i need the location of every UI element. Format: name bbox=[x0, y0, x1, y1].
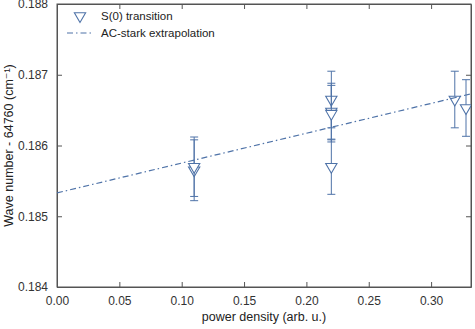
tick-label: 0.20 bbox=[295, 294, 319, 308]
error-cap bbox=[190, 196, 198, 197]
tick bbox=[244, 4, 245, 9]
tick-label: 0.10 bbox=[171, 294, 195, 308]
tick-mark bbox=[57, 75, 62, 76]
tick bbox=[119, 4, 120, 9]
x-axis: 0.00 0.05 0.10 0.15 0.20 0.25 0.30 bbox=[46, 282, 472, 308]
tick-mark bbox=[431, 282, 432, 287]
y-axis-title: Wave number - 64760 (cm⁻¹) bbox=[2, 64, 16, 226]
tick bbox=[466, 75, 471, 76]
tick: 0.187 bbox=[18, 68, 62, 82]
tick: 0.10 bbox=[171, 282, 195, 308]
tick-mark bbox=[466, 146, 471, 147]
tick: 0.184 bbox=[18, 280, 62, 294]
point bbox=[460, 105, 471, 115]
tick-mark bbox=[369, 4, 370, 9]
tick-mark bbox=[182, 4, 183, 9]
tick-label: 0.25 bbox=[358, 294, 382, 308]
line bbox=[57, 94, 471, 193]
tick-mark bbox=[119, 4, 120, 9]
error-cap bbox=[327, 85, 335, 86]
tick: 0.20 bbox=[295, 282, 319, 308]
error-cap bbox=[190, 200, 198, 201]
tick-label: 0.00 bbox=[46, 294, 70, 308]
tick-label: 0.184 bbox=[18, 280, 48, 294]
y-axis: 0.184 0.185 0.186 0.187 0.188 bbox=[18, 0, 62, 294]
tick: 0.186 bbox=[18, 139, 62, 153]
tick-mark bbox=[466, 75, 471, 76]
error-cap bbox=[327, 139, 335, 140]
tick bbox=[182, 4, 183, 9]
legend: S(0) transition AC-stark extrapolation bbox=[67, 10, 215, 39]
marks bbox=[57, 71, 471, 200]
legend-marker bbox=[74, 13, 85, 23]
tick: 0.15 bbox=[233, 282, 257, 308]
tick-mark bbox=[466, 216, 471, 217]
legend-entry: AC-stark extrapolation bbox=[67, 27, 215, 39]
tick-mark bbox=[431, 4, 432, 9]
tick: 0.25 bbox=[358, 282, 382, 308]
tick: 0.30 bbox=[420, 282, 444, 308]
tick bbox=[466, 216, 471, 217]
error-cap bbox=[462, 136, 470, 137]
tick-label: 0.15 bbox=[233, 294, 257, 308]
tick: 0.188 bbox=[18, 0, 62, 11]
plot: 0.000.050.100.150.200.250.300.1840.1850.… bbox=[18, 0, 472, 308]
tick bbox=[306, 4, 307, 9]
error-cap bbox=[327, 71, 335, 72]
tick-mark bbox=[306, 282, 307, 287]
x-axis-title: power density (arb. u.) bbox=[202, 310, 326, 324]
tick-label: 0.30 bbox=[420, 294, 444, 308]
tick-mark bbox=[244, 4, 245, 9]
tick-mark bbox=[369, 282, 370, 287]
error-cap bbox=[451, 71, 459, 72]
legend-label: S(0) transition bbox=[101, 10, 173, 22]
tick-label: 0.187 bbox=[18, 68, 48, 82]
tick-mark bbox=[57, 146, 62, 147]
tick-mark bbox=[57, 216, 62, 217]
tick bbox=[466, 146, 471, 147]
tick bbox=[431, 4, 432, 9]
tick-mark bbox=[182, 282, 183, 287]
legend-entry: S(0) transition bbox=[74, 10, 172, 23]
error-cap bbox=[327, 83, 335, 84]
legend-line bbox=[67, 32, 93, 33]
chart: 0.000.050.100.150.200.250.300.1840.1850.… bbox=[0, 0, 475, 329]
point bbox=[326, 110, 337, 120]
tick-label: 0.186 bbox=[18, 139, 48, 153]
tick-mark bbox=[119, 282, 120, 287]
error-cap bbox=[327, 194, 335, 195]
x-axis bbox=[58, 4, 472, 9]
error-cap bbox=[190, 137, 198, 138]
point bbox=[189, 163, 200, 173]
point bbox=[326, 163, 337, 173]
tick: 0.185 bbox=[18, 210, 62, 224]
plot-frame bbox=[57, 4, 471, 287]
tick bbox=[369, 4, 370, 9]
tick-mark bbox=[244, 282, 245, 287]
tick-label: 0.05 bbox=[108, 294, 132, 308]
tick-label: 0.188 bbox=[18, 0, 48, 11]
tick: 0.05 bbox=[108, 282, 132, 308]
tick-label: 0.185 bbox=[18, 210, 48, 224]
error-cap bbox=[462, 79, 470, 80]
tick-mark bbox=[306, 4, 307, 9]
legend-label: AC-stark extrapolation bbox=[101, 27, 215, 39]
error-cap bbox=[451, 127, 459, 128]
